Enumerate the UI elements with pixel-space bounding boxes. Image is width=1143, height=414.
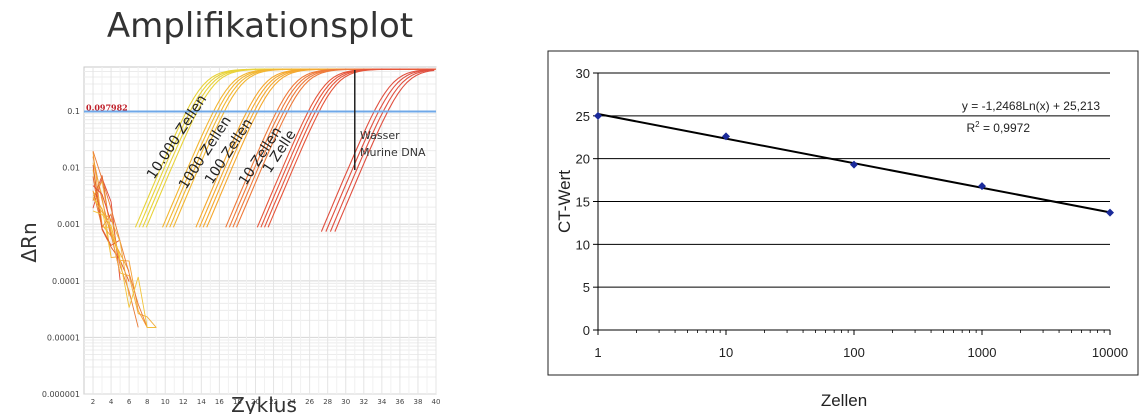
water-curve — [329, 69, 435, 232]
amplification-x-tick-label: 6 — [127, 398, 132, 406]
amplification-x-axis-title: Zyklus — [231, 393, 297, 414]
water-curve — [325, 69, 435, 232]
amplification-x-tick-label: 18 — [233, 398, 242, 406]
ct-y-tick-label: 0 — [583, 323, 590, 338]
amplification-x-tick-label: 32 — [359, 398, 368, 406]
amplification-y-axis-title: ΔRn — [17, 222, 41, 262]
amplification-y-tick-label: 0.01 — [62, 164, 80, 173]
r-squared-label: R2 = 0,9972 — [966, 120, 1030, 135]
water-curve — [320, 68, 435, 232]
ct-y-tick-label: 10 — [576, 237, 590, 252]
ct-x-tick-label: 100 — [843, 345, 865, 360]
ct-data-point — [594, 111, 602, 120]
amplification-x-tick-label: 20 — [251, 398, 260, 406]
amplification-y-tick-label: 0.1 — [67, 107, 80, 116]
amplification-x-tick-label: 40 — [432, 398, 441, 406]
ct-y-tick-label: 30 — [576, 66, 590, 81]
amplification-x-tick-label: 22 — [269, 398, 278, 406]
amplification-x-tick-label: 4 — [109, 398, 114, 406]
amplification-y-tick-label: 0.00001 — [47, 333, 80, 342]
ct-y-tick-label: 20 — [576, 152, 590, 167]
ct-data-point — [850, 160, 858, 169]
noise-curve — [92, 150, 157, 328]
amplification-y-tick-label: 0.000001 — [42, 390, 80, 399]
amplification-x-tick-label: 36 — [395, 398, 404, 406]
amplification-x-tick-label: 26 — [305, 398, 314, 406]
ct-x-axis-title: Zellen — [821, 391, 867, 410]
amplification-y-tick-label: 0.0001 — [52, 277, 80, 286]
ct-y-tick-label: 25 — [576, 109, 590, 124]
amplification-x-tick-label: 2 — [91, 398, 95, 406]
noise-curve — [92, 180, 157, 328]
amplification-x-tick-label: 16 — [215, 398, 224, 406]
amplification-x-tick-label: 38 — [413, 398, 422, 406]
water-curve — [334, 69, 435, 232]
amplification-x-tick-label: 24 — [287, 398, 296, 406]
amplification-x-tick-label: 12 — [179, 398, 188, 406]
amplification-x-tick-label: 8 — [145, 398, 149, 406]
ct-data-point — [722, 132, 730, 141]
ct-x-tick-label: 1 — [594, 345, 601, 360]
noise-curve — [92, 176, 130, 282]
amplification-x-tick-label: 14 — [197, 398, 206, 406]
murine-dna-annotation: Murine DNA — [360, 146, 426, 159]
amplification-x-tick-label: 34 — [377, 398, 386, 406]
amplification-x-tick-label: 30 — [341, 398, 350, 406]
ct-y-axis-title: CT-Wert — [555, 170, 574, 233]
ct-data-point — [978, 182, 986, 191]
noise-curve — [92, 210, 157, 328]
noise-curve — [92, 197, 130, 297]
ct-chart-frame — [547, 50, 1139, 376]
ct-y-tick-label: 15 — [576, 195, 590, 210]
amplification-y-tick-label: 0.001 — [57, 220, 80, 229]
amplification-x-tick-label: 10 — [161, 398, 170, 406]
ct-x-tick-label: 10000 — [1092, 345, 1128, 360]
left-chart-title: Amplifikationsplot — [106, 6, 414, 46]
ct-x-tick-label: 1000 — [968, 345, 997, 360]
trendline-equation: y = -1,2468Ln(x) + 25,213 — [962, 99, 1100, 113]
threshold-value-label: 0.097982 — [86, 103, 128, 113]
ct-data-point — [1106, 208, 1114, 217]
ct-y-tick-label: 5 — [583, 280, 590, 295]
amplification-curve — [267, 68, 436, 228]
amplification-x-tick-label: 28 — [323, 398, 332, 406]
ct-x-tick-label: 10 — [719, 345, 733, 360]
water-annotation: Wasser — [360, 129, 400, 142]
